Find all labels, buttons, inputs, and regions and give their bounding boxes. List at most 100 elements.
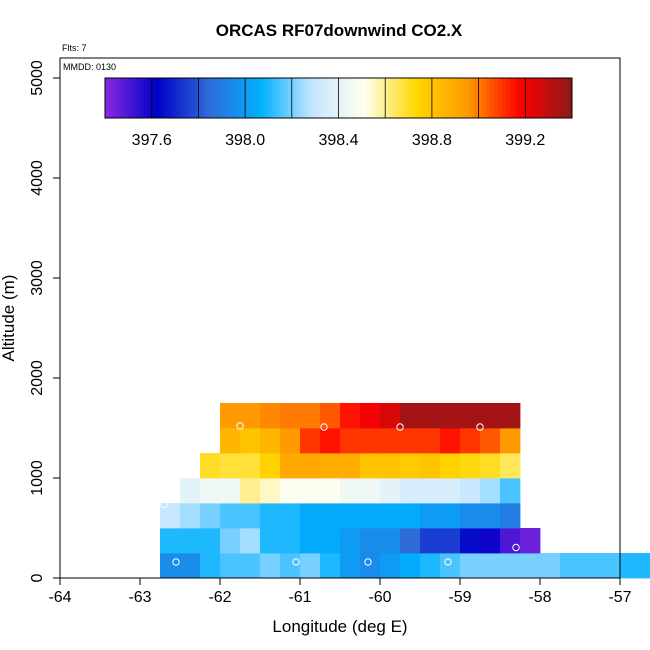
colorbar-segment [389, 78, 394, 118]
colorbar-segment [470, 78, 476, 118]
heatmap-cell [460, 403, 481, 429]
heatmap-cell [220, 453, 241, 479]
colorbar-segment [159, 78, 164, 118]
colorbar-segment [420, 78, 425, 118]
colorbar-segment [552, 78, 557, 118]
colorbar-segment [237, 78, 242, 118]
heatmap-cell [500, 428, 521, 454]
colorbar-segment [186, 78, 192, 118]
heatmap-cell [200, 453, 221, 479]
heatmap-cell [180, 528, 201, 554]
colorbar-segment [241, 78, 246, 118]
heatmap-cell [440, 428, 461, 454]
colorbar-segment [264, 78, 269, 118]
heatmap-cell [640, 553, 650, 579]
colorbar-segment [428, 78, 433, 118]
colorbar-segment [369, 78, 375, 118]
heatmap-cell [500, 453, 521, 479]
flight-marker [476, 423, 484, 431]
heatmap-cell [580, 553, 601, 579]
colorbar-segment [533, 78, 538, 118]
heatmap-cell [400, 403, 421, 429]
colorbar: 397.6 398.0 398.4 398.8 399.2 [104, 77, 573, 149]
colorbar-segment [365, 78, 371, 118]
y-tick-label: 2000 [29, 360, 46, 396]
y-tick-label: 1000 [29, 460, 46, 496]
heatmap-cell [420, 503, 441, 529]
heatmap-cell [400, 553, 421, 579]
heatmap-cell [340, 403, 361, 429]
heatmap-cell [220, 478, 241, 504]
heatmap-cell [480, 453, 501, 479]
colorbar-segment [178, 78, 184, 118]
colorbar-segment [322, 78, 328, 118]
heatmap-cell [520, 528, 541, 554]
colorbar-frame [104, 77, 573, 119]
heatmap-cell [460, 428, 481, 454]
heatmap-cell [440, 453, 461, 479]
colorbar-segment [447, 78, 452, 118]
colorbar-segment [315, 78, 320, 118]
heatmap-cell [340, 528, 361, 554]
colorbar-segment [338, 78, 343, 118]
colorbar-segment [202, 78, 207, 118]
heatmap-cell [200, 478, 221, 504]
colorbar-segment [361, 78, 367, 118]
colorbar-segment [400, 78, 406, 118]
colorbar-tick-label: 399.2 [505, 132, 545, 149]
heatmap-cell [360, 403, 381, 429]
colorbar-segment [548, 78, 554, 118]
colorbar-segment [272, 78, 277, 118]
colorbar-segment [295, 78, 301, 118]
chart-title: ORCAS RF07downwind CO2.X [216, 21, 463, 40]
heatmap-cell [500, 503, 521, 529]
colorbar-segment [291, 78, 297, 118]
colorbar-tick-label: 398.4 [318, 132, 358, 149]
colorbar-segment [190, 78, 196, 118]
colorbar-segment [167, 78, 172, 118]
heatmap-cell [340, 453, 361, 479]
colorbar-segment [568, 78, 573, 118]
colorbar-segment [466, 78, 472, 118]
colorbar-segment [377, 78, 382, 118]
colorbar-segment [213, 78, 219, 118]
colorbar-segment [404, 78, 410, 118]
colorbar-segment [443, 78, 448, 118]
colorbar-segment [252, 78, 258, 118]
heatmap-cell [320, 428, 341, 454]
heatmap-cell [440, 553, 461, 579]
colorbar-segment [482, 78, 487, 118]
heatmap-cell [500, 553, 521, 579]
colorbar-segment [182, 78, 188, 118]
colorbar-segment [540, 78, 546, 118]
flight-markers [160, 422, 520, 566]
colorbar-segment [225, 78, 231, 118]
colorbar-segment [439, 78, 445, 118]
colorbar-segment [163, 78, 168, 118]
colorbar-segment [175, 78, 180, 118]
colorbar-segment [459, 78, 464, 118]
x-tick-label: -61 [288, 589, 311, 606]
colorbar-segment [513, 78, 519, 118]
colorbar-segment [509, 78, 515, 118]
heatmap-cells [160, 403, 650, 579]
heatmap-cell [240, 478, 261, 504]
colorbar-segment [268, 78, 273, 118]
colorbar-segment [319, 78, 324, 118]
colorbar-segment [303, 78, 308, 118]
heatmap-cell [400, 528, 421, 554]
heatmap-cell [300, 478, 321, 504]
heatmap-cell [280, 553, 301, 579]
heatmap-cell [500, 478, 521, 504]
colorbar-segment [330, 78, 336, 118]
heatmap-cell [260, 403, 281, 429]
heatmap-cell [420, 403, 441, 429]
x-tick-label: -58 [528, 589, 551, 606]
y-axis: 0 1000 2000 3000 4000 5000 [29, 60, 60, 582]
colorbar-segment [108, 78, 114, 118]
colorbar-segment [147, 78, 153, 118]
heatmap-cell [400, 503, 421, 529]
colorbar-segment [478, 78, 483, 118]
heatmap-cell [320, 553, 341, 579]
